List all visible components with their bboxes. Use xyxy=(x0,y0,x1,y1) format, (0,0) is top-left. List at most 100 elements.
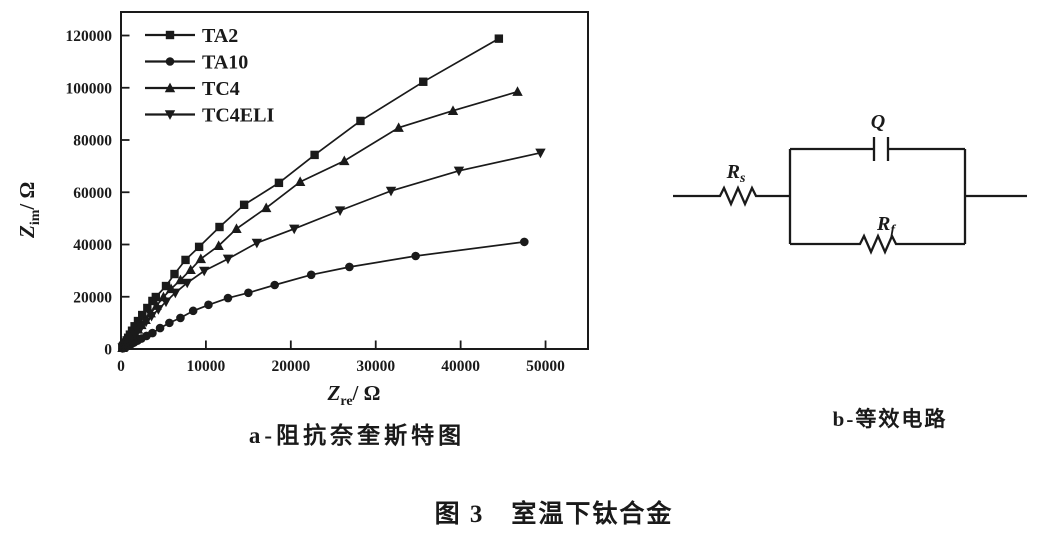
series-TC4ELI xyxy=(117,148,546,353)
legend-item-TA2: TA2 xyxy=(145,25,238,47)
circle-marker xyxy=(345,262,354,272)
triangle-up-marker xyxy=(294,176,306,187)
square-marker xyxy=(130,322,139,331)
series-TA10 xyxy=(118,237,529,353)
x-axis-label: Zre/ Ω xyxy=(327,381,381,409)
y-tick-label: 120000 xyxy=(66,28,113,45)
triangle-down-marker xyxy=(334,206,346,216)
legend-item-TC4: TC4 xyxy=(145,78,240,100)
triangle-up-marker xyxy=(447,105,459,115)
plot-frame xyxy=(120,11,589,350)
triangle-up-marker xyxy=(185,264,196,275)
triangle-up-marker xyxy=(195,253,207,264)
triangle-down-marker xyxy=(535,148,546,159)
square-marker xyxy=(138,310,147,320)
circle-marker xyxy=(165,318,174,328)
square-marker xyxy=(215,222,224,232)
capacitor-plates xyxy=(872,137,890,161)
square-marker xyxy=(194,242,204,252)
series-TA2 xyxy=(118,34,504,352)
triangle-up-marker xyxy=(512,86,523,96)
circle-marker xyxy=(176,313,185,323)
square-marker xyxy=(181,255,190,265)
square-marker xyxy=(494,34,504,43)
equivalent-circuit: Rs Q Rf xyxy=(673,111,1027,255)
triangle-up-marker xyxy=(175,274,186,285)
legend-item-TC4ELI: TC4ELI xyxy=(145,105,274,127)
figure-caption: 图 3 室温下钛合金 xyxy=(434,501,674,528)
square-marker xyxy=(274,178,284,188)
square-marker xyxy=(165,30,175,40)
square-marker xyxy=(239,200,249,209)
y-tick-label: 80000 xyxy=(73,133,112,150)
triangle-down-marker xyxy=(160,297,172,308)
circle-marker xyxy=(244,288,253,298)
nyquist-plot: 0 10000 20000 30000 40000 50000 0 20000 40000 60… xyxy=(15,11,589,409)
circle-marker xyxy=(270,280,279,290)
legend-label-TA2: TA2 xyxy=(202,25,238,47)
y-tick-label: 0 xyxy=(104,342,112,359)
legend-label-TC4: TC4 xyxy=(202,78,240,100)
triangle-up-marker xyxy=(231,223,242,234)
q-label: Q xyxy=(871,111,885,133)
circle-marker xyxy=(204,300,213,310)
x-tick-label: 50000 xyxy=(526,358,565,375)
triangle-down-marker xyxy=(182,278,193,289)
triangle-down-marker xyxy=(222,254,234,265)
x-tick-label: 30000 xyxy=(356,358,395,375)
circle-marker xyxy=(411,251,420,261)
legend: TA2 TA10 TC4 TC4ELI xyxy=(145,25,274,127)
y-tick-label: 40000 xyxy=(73,237,112,254)
circle-marker xyxy=(223,293,233,303)
rs-label: Rs xyxy=(726,161,746,186)
y-axis-label: Zim/ Ω xyxy=(15,182,43,239)
triangle-down-marker xyxy=(164,110,176,120)
x-tick-label: 40000 xyxy=(441,358,480,375)
circle-marker xyxy=(188,306,198,316)
panel-a-caption: a-阻抗奈奎斯特图 xyxy=(248,423,466,448)
triangle-down-marker xyxy=(153,305,164,315)
triangle-up-marker xyxy=(213,240,224,251)
rf-resistor-branch xyxy=(790,233,965,255)
legend-label-TA10: TA10 xyxy=(202,52,248,74)
square-marker xyxy=(161,281,171,291)
legend-label-TC4ELI: TC4ELI xyxy=(202,105,274,127)
circle-marker xyxy=(306,270,316,280)
circle-marker xyxy=(520,237,529,247)
x-tick-label: 10000 xyxy=(187,358,226,375)
triangle-down-marker xyxy=(289,224,300,235)
circle-marker xyxy=(165,57,175,66)
legend-item-TA10: TA10 xyxy=(145,52,248,74)
triangle-up-marker xyxy=(164,82,176,93)
x-tick-label: 0 xyxy=(117,358,125,375)
triangle-down-marker xyxy=(199,266,210,277)
series-line-TC4 xyxy=(121,90,518,349)
series-line-TA2 xyxy=(121,37,500,349)
x-axis-ticks: 0 10000 20000 30000 40000 50000 xyxy=(117,340,565,375)
circle-marker xyxy=(155,323,165,333)
triangle-down-marker xyxy=(251,238,263,249)
triangle-up-marker xyxy=(339,155,350,166)
y-tick-label: 100000 xyxy=(66,80,113,97)
square-marker xyxy=(133,316,143,326)
data-series-layer xyxy=(117,34,546,353)
circle-marker xyxy=(148,328,157,338)
y-tick-label: 60000 xyxy=(73,185,112,202)
triangle-down-marker xyxy=(140,317,152,328)
triangle-down-marker xyxy=(170,288,181,299)
panel-b-caption: b-等效电路 xyxy=(832,407,948,431)
square-marker xyxy=(170,269,179,279)
triangle-down-marker xyxy=(453,166,465,177)
y-axis-ticks: 0 20000 40000 60000 80000 100000 120000 xyxy=(66,28,130,359)
square-marker xyxy=(151,292,161,302)
series-line-TC4ELI xyxy=(122,151,541,349)
triangle-down-marker xyxy=(146,311,157,322)
triangle-up-marker xyxy=(260,202,272,213)
x-tick-label: 20000 xyxy=(271,358,310,375)
triangle-down-marker xyxy=(385,186,397,197)
triangle-up-marker xyxy=(393,122,404,132)
triangle-down-marker xyxy=(136,322,147,333)
square-marker xyxy=(310,150,319,160)
y-tick-label: 20000 xyxy=(73,289,112,306)
